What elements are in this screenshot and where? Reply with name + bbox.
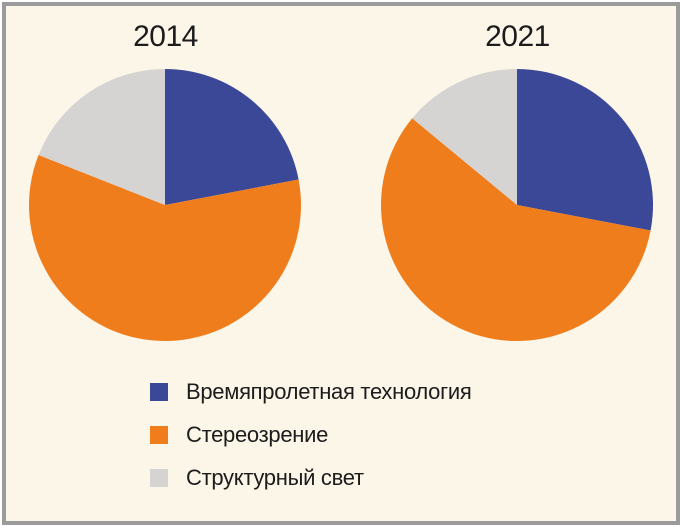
legend-label-stereo-vision: Стереозрение bbox=[186, 422, 329, 447]
legend: Времяпролетная технология Стереозрение С… bbox=[150, 379, 472, 512]
pie-chart-2021 bbox=[381, 69, 653, 341]
legend-label-time-of-flight: Времяпролетная технология bbox=[186, 379, 472, 404]
pie-slice bbox=[165, 69, 299, 205]
pie-slice bbox=[381, 118, 651, 341]
legend-item-time-of-flight: Времяпролетная технология bbox=[150, 379, 472, 404]
legend-swatch-time-of-flight bbox=[150, 383, 168, 401]
pie-slice bbox=[29, 154, 301, 341]
legend-item-stereo-vision: Стереозрение bbox=[150, 422, 471, 447]
legend-label-structured-light: Структурный свет bbox=[186, 465, 364, 490]
legend-swatch-stereo-vision bbox=[150, 426, 168, 444]
pie-2021-title: 2021 bbox=[485, 20, 550, 53]
legend-item-structured-light: Структурный свет bbox=[150, 465, 471, 490]
pie-slice bbox=[38, 69, 165, 205]
legend-swatch-structured-light bbox=[150, 469, 168, 487]
pie-2014-title: 2014 bbox=[133, 20, 198, 53]
pie-chart-2014 bbox=[29, 69, 301, 341]
pie-slice bbox=[412, 69, 517, 205]
pie-slice bbox=[517, 69, 653, 231]
